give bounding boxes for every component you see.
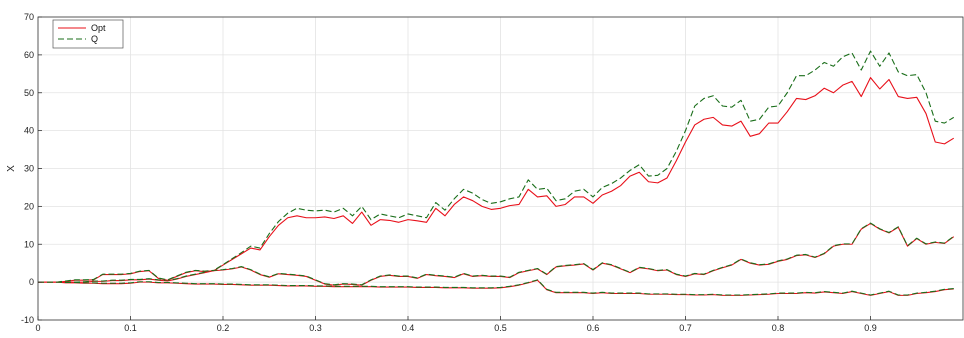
series-line-3 <box>38 222 955 286</box>
y-tick-label-3: 20 <box>24 201 34 211</box>
x-tick-label-6: 0.6 <box>587 323 600 333</box>
x-tick-label-7: 0.7 <box>679 323 692 333</box>
y-tick-label-6: 50 <box>24 88 34 98</box>
x-tick-label-2: 0.2 <box>217 323 230 333</box>
series-line-5 <box>38 279 954 296</box>
x-tick-label-0: 0 <box>35 323 40 333</box>
y-tick-label-5: 40 <box>24 126 34 136</box>
y-tick-label-7: 60 <box>24 50 34 60</box>
y-axis-label: X <box>6 165 17 172</box>
series-group <box>38 50 955 296</box>
y-tick-label-1: 0 <box>29 277 34 287</box>
y-tick-label-4: 30 <box>24 164 34 174</box>
x-tick-label-1: 0.1 <box>124 323 137 333</box>
x-tick-label-4: 0.4 <box>402 323 415 333</box>
x-tick-label-5: 0.5 <box>494 323 507 333</box>
x-tick-label-9: 0.9 <box>864 323 877 333</box>
tick-group: 0 0.1 0.2 0.3 0.4 0.5 0.6 0.7 0.8 0.9-10010203040… <box>21 12 877 333</box>
y-tick-label-2: 10 <box>24 239 34 249</box>
x-tick-label-3: 0.3 <box>309 323 322 333</box>
legend-box <box>52 19 124 49</box>
legend-label-0: Opt <box>91 23 106 33</box>
series-line-1 <box>38 50 955 283</box>
legend-label-1: Q <box>91 34 98 44</box>
y-tick-label-8: 70 <box>24 12 34 22</box>
x-tick-label-8: 0.8 <box>772 323 785 333</box>
y-tick-label-0: -10 <box>21 315 34 325</box>
